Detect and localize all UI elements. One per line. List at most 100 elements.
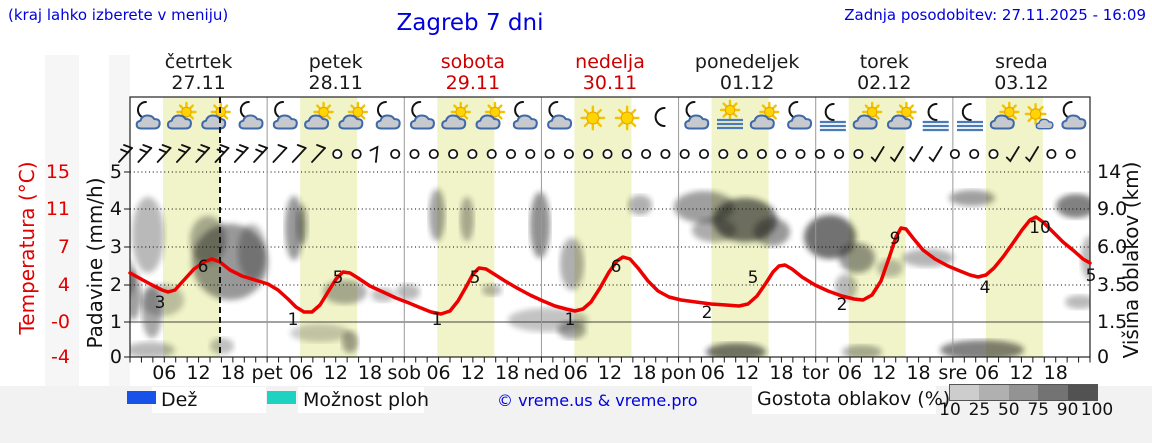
showers-legend-label: Možnost ploh xyxy=(303,389,430,411)
weather-icon-moon-cloud xyxy=(1061,101,1087,130)
weather-icon-sun-cloud xyxy=(475,101,506,130)
last-updated: Zadnja posodobitev: 27.11.2025 - 16:09 xyxy=(844,6,1146,24)
weather-icon-moon-cloud xyxy=(375,101,401,130)
weather-icon-sun-cloud xyxy=(338,101,369,130)
day-header: četrtek 27.11 xyxy=(165,52,233,94)
day-name: ponedeljek xyxy=(694,51,800,73)
weather-icon-moon-cloud xyxy=(272,101,298,130)
wind-symbol-c xyxy=(969,148,980,160)
copyright-link[interactable]: © vreme.us & vreme.pro xyxy=(497,391,698,410)
cloud-blob xyxy=(949,190,995,206)
weather-icon-moon-cloud xyxy=(135,101,161,130)
cloud-blob xyxy=(396,284,420,300)
x-axis-label: 06 xyxy=(837,362,863,384)
temp-axis-value: 7 xyxy=(57,236,70,258)
x-axis-label: 12 xyxy=(323,362,348,384)
wind-symbol-c xyxy=(988,148,999,160)
rain-legend-label: Dež xyxy=(161,389,198,411)
wind-symbol-c xyxy=(756,148,767,160)
wind-symbol-b2 xyxy=(233,144,249,163)
wind-symbol-s xyxy=(1025,146,1039,163)
cloud-density-label: Gostota oblakov (%) xyxy=(757,388,951,410)
menu-hint: (kraj lahko izberete v meniju) xyxy=(8,6,229,24)
wind-symbol-b2 xyxy=(176,144,191,163)
precip-axis-value: 2 xyxy=(109,274,122,296)
day-header: ponedeljek 01.12 xyxy=(695,52,799,94)
temp-value-label: 2 xyxy=(702,303,713,323)
precip-axis-value: 3 xyxy=(109,236,122,258)
x-axis-label: pon xyxy=(660,362,697,384)
cloud-scale-segment xyxy=(1038,385,1068,400)
cloud-blob xyxy=(130,342,175,357)
temp-value-label: 5 xyxy=(333,268,344,288)
precip-axis-title: Padavine (mm/h) xyxy=(83,177,107,349)
wind-symbol-c xyxy=(390,148,401,160)
legend-bg-box xyxy=(752,386,936,414)
wind-symbol-c xyxy=(660,148,671,160)
wind-symbol-c xyxy=(544,148,555,160)
temp-axis-value: 11 xyxy=(45,198,70,220)
wind-symbol-b2 xyxy=(253,144,268,163)
x-axis-label: 18 xyxy=(906,362,931,384)
wind-symbol-c xyxy=(486,148,497,160)
cloud-blob xyxy=(190,216,226,264)
x-axis-label: 06 xyxy=(152,362,177,384)
precip-axis-value: 0 xyxy=(109,346,122,368)
cloud-scale-segment xyxy=(950,385,980,400)
temp-value-label: 5 xyxy=(748,268,759,288)
x-axis-label: sob xyxy=(387,362,422,384)
weather-icon-moon xyxy=(654,107,666,127)
wind-symbol-s xyxy=(909,146,924,163)
weather-icon-sun xyxy=(614,105,640,131)
temp-value-label: 1 xyxy=(565,310,576,330)
cloud-blob xyxy=(940,340,1024,357)
wind-symbol-c xyxy=(814,148,825,160)
wind-symbol-b2 xyxy=(195,144,211,163)
cloud-scale-value: 75 xyxy=(1027,400,1050,420)
wind-symbol-c xyxy=(776,148,787,160)
weather-icon-sun-cloud xyxy=(166,101,197,130)
x-axis-label: 06 xyxy=(563,362,588,384)
cloud-scale-segment xyxy=(979,385,1009,400)
plot-frame xyxy=(129,96,1091,358)
wind-symbol-b2 xyxy=(137,144,153,163)
wind-symbol-c xyxy=(505,148,517,160)
weather-icon-sun-cloud xyxy=(304,101,334,130)
x-axis-label: 18 xyxy=(632,362,657,384)
cloud-scale-value: 25 xyxy=(968,400,991,420)
cloud-scale-value: 100 xyxy=(1080,400,1114,420)
temp-axis-value: -0 xyxy=(51,311,70,333)
cloud-axis-value: 3.5 xyxy=(1097,274,1128,296)
weather-icon-sun xyxy=(580,105,606,131)
x-axis-label: tor xyxy=(802,362,830,384)
wind-symbol-b2 xyxy=(156,144,172,163)
cloud-blob xyxy=(323,280,367,304)
wind-symbol-c xyxy=(428,148,439,160)
wind-symbol-s xyxy=(870,146,885,163)
wind-symbol-c xyxy=(351,148,362,160)
cloud-blob xyxy=(290,324,350,342)
x-axis-label: 06 xyxy=(975,362,1000,384)
temp-value-label: 9 xyxy=(890,229,901,249)
cloud-scale-segment xyxy=(1067,385,1098,400)
day-header: petek 28.11 xyxy=(309,52,363,94)
weather-icon-moon-cloud xyxy=(787,101,813,130)
wind-symbol-b1 xyxy=(311,144,326,163)
wind-symbol-c xyxy=(853,148,864,160)
temp-value-label: 4 xyxy=(980,278,991,298)
weather-icon-moon-cloud xyxy=(684,101,710,130)
wind-symbol-c xyxy=(718,148,729,160)
day-date: 29.11 xyxy=(445,72,501,94)
x-axis-label: 12 xyxy=(597,362,623,384)
cloud-blob xyxy=(560,238,584,290)
page-title: Zagreb 7 dni xyxy=(396,10,544,36)
cloud-density-scale xyxy=(949,384,1098,401)
x-axis-label: pet xyxy=(251,362,283,384)
precip-axis-value: 5 xyxy=(109,161,122,183)
cloud-blob xyxy=(210,338,234,354)
temp-axis-value: 4 xyxy=(57,274,70,296)
day-name: sobota xyxy=(440,51,505,73)
wind-symbol-f xyxy=(369,145,379,163)
rain-swatch xyxy=(127,391,156,404)
wind-symbol-c xyxy=(1065,148,1076,160)
